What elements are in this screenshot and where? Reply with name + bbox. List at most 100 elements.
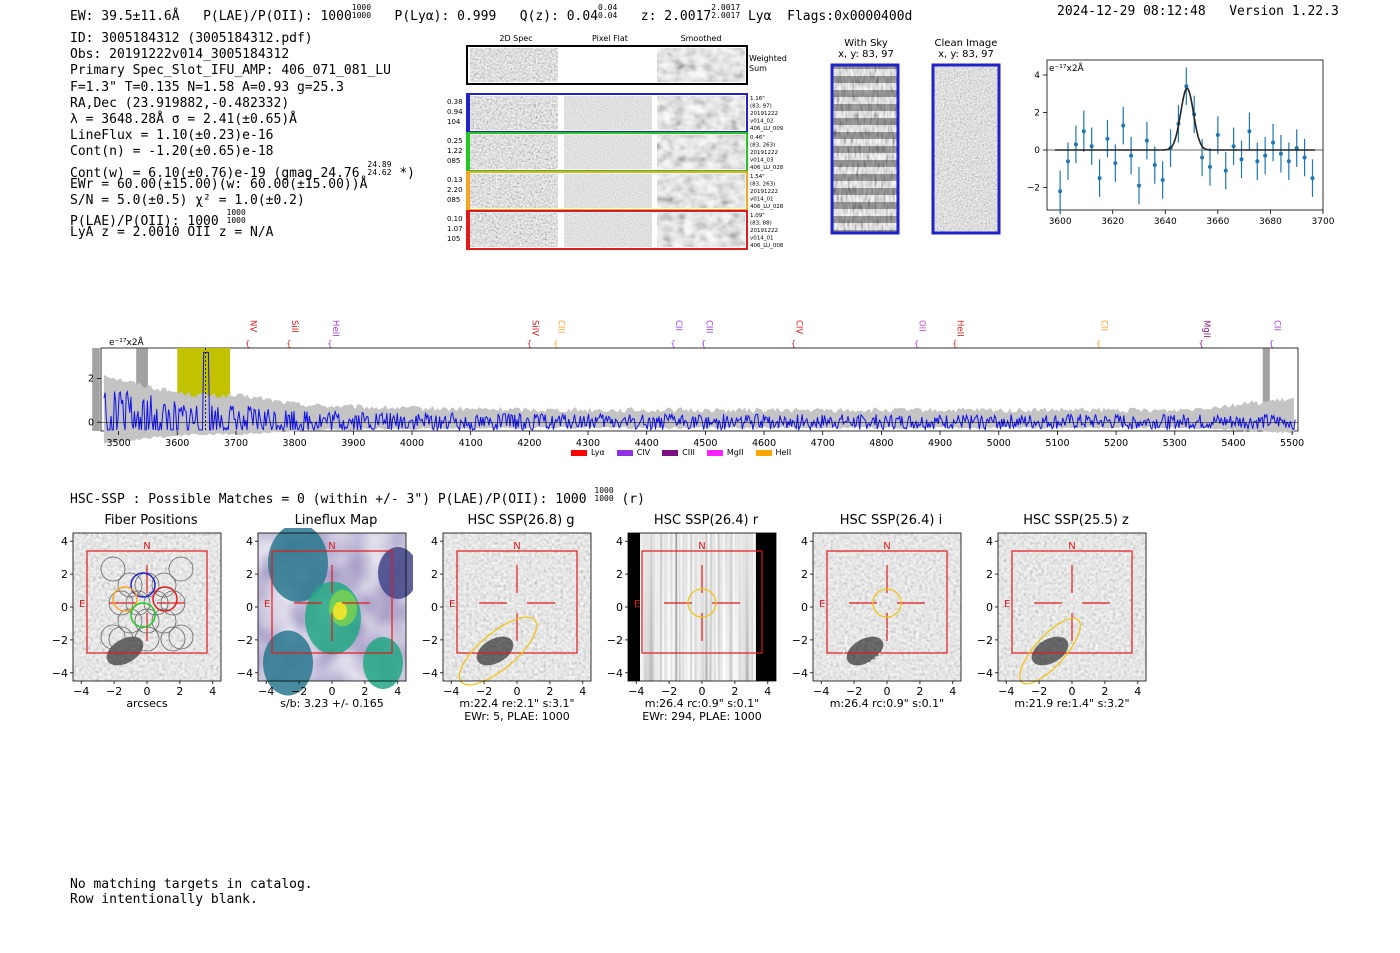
emission-line-tick: {	[553, 339, 558, 348]
col-2d-spec: 2D Spec	[499, 34, 532, 43]
row-color-marker	[467, 211, 470, 249]
hsc-panel-image: N E 4 2 0 −2 −4 −4 −2 0 2 4	[607, 532, 777, 698]
zoom-xtick-label: 3680	[1259, 217, 1282, 227]
panel-xtick-label: 4	[764, 685, 771, 698]
emission-line-label: OII	[917, 320, 927, 332]
row-right-meta: v014_03	[750, 158, 774, 164]
col-smoothed: Smoothed	[681, 34, 722, 43]
aperture-ellipse	[839, 627, 891, 671]
north-label: N	[328, 541, 335, 552]
info-contn: Cont(n) = -1.20(±0.65)e-18	[70, 144, 274, 160]
emission-line-tick: {	[952, 339, 957, 348]
zoom-data-point	[1271, 140, 1276, 145]
zoom-data-point	[1184, 84, 1189, 89]
zoom-data-point	[1081, 129, 1086, 134]
zoom-xtick-label: 3620	[1101, 217, 1124, 227]
emission-line-label: CII	[673, 320, 683, 331]
full-xtick-label: 3900	[341, 438, 365, 449]
panel-xtick-label: 2	[1101, 685, 1108, 698]
full-xtick-label: 4600	[752, 438, 776, 449]
panel-frame	[627, 532, 777, 682]
contw-main: Cont(w) = 6.10(±0.76)e-19 (gmag 24.76	[70, 165, 360, 181]
flux-blob	[363, 637, 403, 689]
full-xtick-label: 4700	[811, 438, 835, 449]
full-xtick-label: 4800	[869, 438, 893, 449]
row-right-meta: v014_01	[750, 197, 774, 203]
clean-xy: x, y: 83, 97	[938, 49, 994, 60]
z-lo: 2.0017	[711, 11, 741, 20]
row-left-stat: 0.94	[447, 108, 463, 116]
full-xtick-label: 5000	[987, 438, 1011, 449]
row-2d-image	[470, 174, 558, 208]
row-flat-image	[564, 213, 652, 247]
legend-label: Lyα	[591, 448, 605, 457]
contw-hi: 24.89	[367, 159, 392, 169]
full-xtick-label: 4000	[400, 438, 424, 449]
zoom-data-point	[1105, 136, 1110, 141]
panel-ytick-label: 4	[431, 535, 438, 548]
emission-line-tick: {	[671, 339, 676, 348]
panel-xtick-label: −2	[476, 685, 492, 698]
row-smooth-image	[657, 213, 745, 247]
panel-ytick-label: 2	[801, 568, 808, 581]
row-2d-image	[470, 213, 558, 247]
spectra-cutouts: 2D Spec Pixel Flat Smoothed Weighted Sum…	[447, 34, 787, 250]
zoom-data-point	[1160, 178, 1165, 182]
legend-swatch	[755, 449, 772, 456]
panel-ytick-label: −2	[792, 634, 808, 647]
zoom-plot-frame	[1046, 59, 1324, 211]
legend-item: CIII	[662, 448, 695, 457]
detection-info: ID: 3005184312 (3005184312.pdf) Obs: 201…	[70, 31, 415, 241]
weighted-2d-image	[470, 48, 558, 82]
row-flat-image	[564, 135, 652, 169]
spectrum-legend: Lyα CIV CIII MgII HeII	[571, 448, 803, 458]
emission-line-tick: {	[1199, 339, 1204, 348]
hsc-panel-title: Lineflux Map	[294, 513, 378, 528]
zoom-data-point	[1200, 155, 1205, 160]
emission-line-label: CIII	[556, 320, 566, 333]
flags-value: Flags:0x0000400d	[787, 9, 913, 24]
row-color-marker	[467, 133, 470, 171]
row-right-meta: 1.54"	[750, 174, 765, 180]
row-right-meta: (83, 97)	[750, 104, 772, 110]
flux-blob	[263, 630, 313, 696]
legend-item: Lyα	[571, 448, 605, 457]
weighted-label: Weighted	[749, 54, 787, 63]
panel-ytick-label: 2	[246, 568, 253, 581]
panel-ytick-label: −4	[792, 667, 808, 680]
panel-xtick-label: 4	[394, 685, 401, 698]
info-ewr: EWr = 60.00(±15.00)(w: 60.00(±15.00))Å	[70, 176, 368, 192]
hsc-panel-title: Fiber Positions	[104, 513, 198, 528]
aperture-box	[641, 550, 763, 654]
full-xtick-label: 3600	[165, 438, 189, 449]
timestamp: 2024-12-29 08:12:48	[1057, 4, 1206, 19]
zoom-unit-label: e⁻¹⁷x2Å	[1049, 62, 1085, 74]
clean-frame	[931, 63, 1001, 235]
cutout-row: 0.10 1.07 105 1.09" (83, 88)20191222 v014_014…	[447, 210, 784, 250]
ew-value: EW: 39.5±11.6Å	[70, 9, 180, 24]
row-flat-image	[564, 96, 652, 130]
fiber-circle	[117, 572, 143, 598]
panel-xtick-label: −2	[846, 685, 862, 698]
sky-images	[830, 63, 1001, 235]
panel-ytick-label: −4	[607, 667, 623, 680]
full-ytick-label: 2	[88, 374, 94, 385]
info-plae: P(LAE)/P(OII): 1000 1000 1000	[70, 209, 415, 230]
row-left-stat: 085	[447, 157, 460, 165]
galaxy-blob	[1031, 636, 1069, 666]
catalog-message: No matching targets in catalog. Row inte…	[70, 877, 313, 907]
panel-ytick-label: 0	[61, 601, 68, 614]
aperture-circle	[872, 588, 902, 618]
contw-lo: 24.62	[367, 167, 392, 177]
masked-region	[92, 348, 100, 431]
full-xtick-label: 3700	[224, 438, 248, 449]
zoom-data-point	[1121, 123, 1126, 128]
hsc-plae-lo: 1000	[594, 494, 614, 503]
zoom-data-point	[1255, 159, 1260, 164]
fiber-circle	[100, 624, 126, 650]
panel-background	[73, 533, 221, 681]
header-meta: 2024-12-29 08:12:48 Version 1.22.3	[1057, 4, 1339, 19]
zoom-xtick-label: 3600	[1049, 217, 1072, 227]
emission-line-label: CII	[1099, 320, 1109, 331]
fiber-circle	[168, 624, 194, 650]
